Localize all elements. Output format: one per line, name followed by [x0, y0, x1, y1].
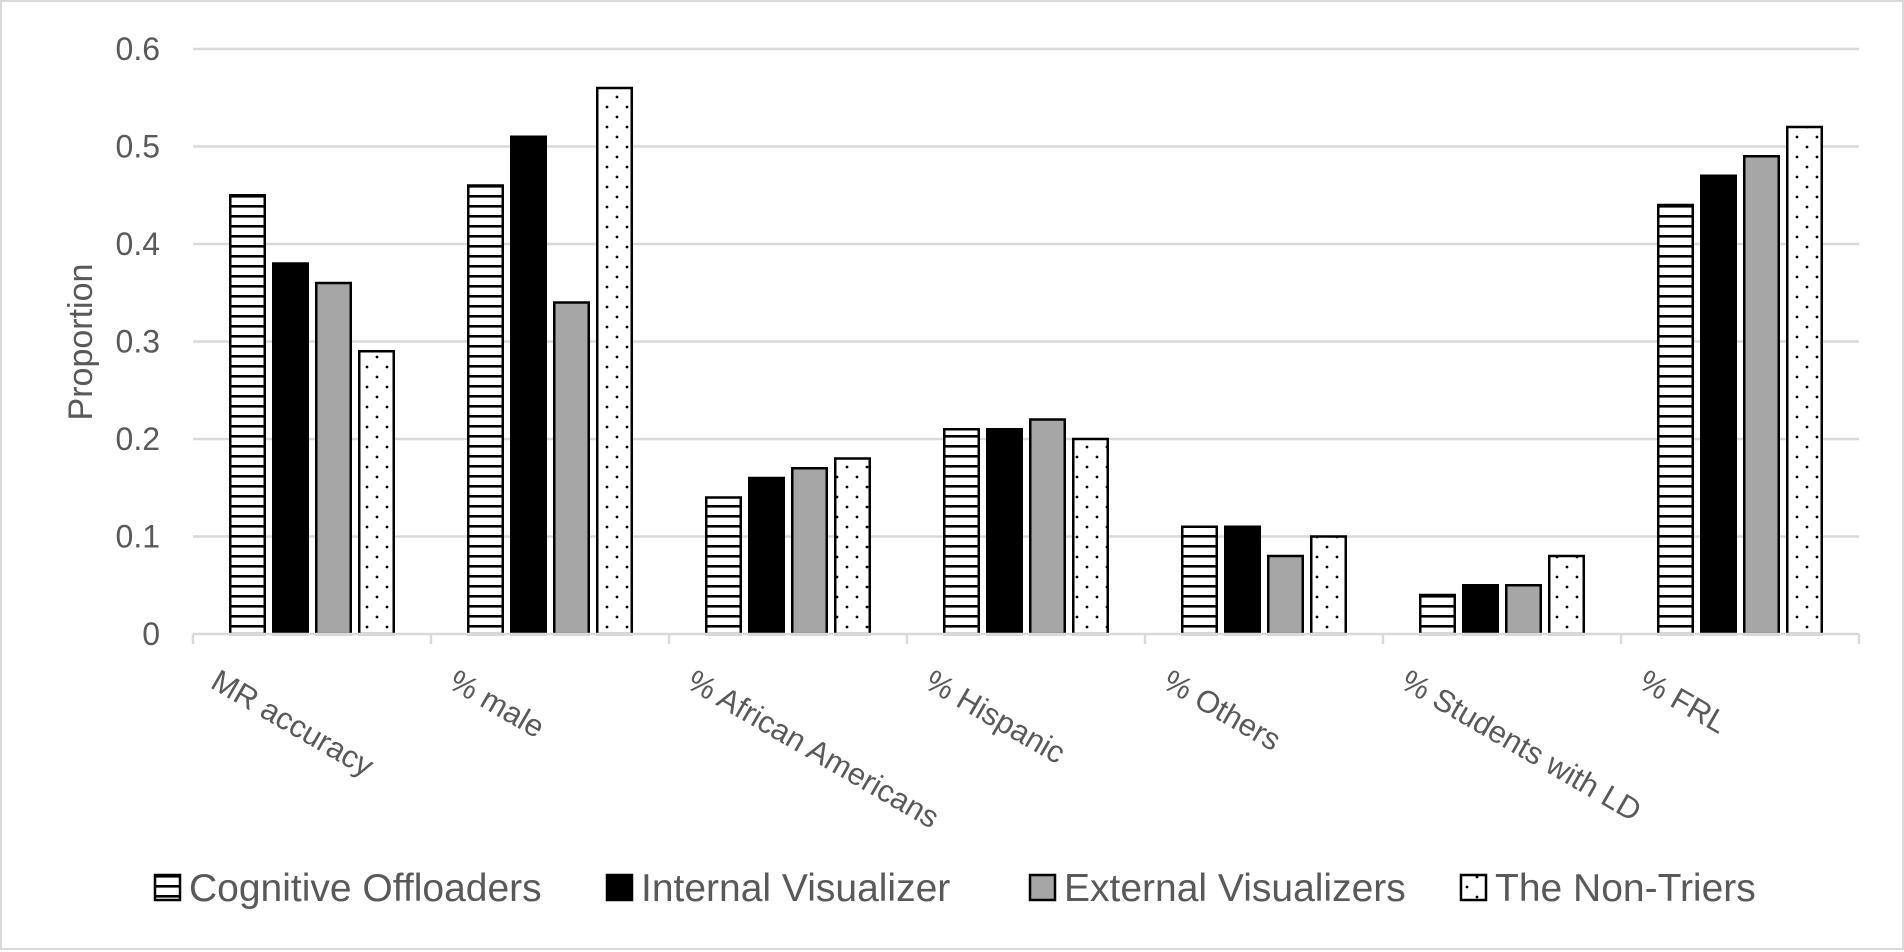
- legend-swatch: [1459, 873, 1488, 902]
- x-axis-category-labels: MR accuracy % male % African Americans% Hi…: [206, 663, 1734, 835]
- legend-label: External Visualizers: [1064, 867, 1406, 910]
- bar: [272, 262, 309, 636]
- y-tick-label: 0.2: [116, 421, 160, 457]
- y-tick-label: 0: [142, 616, 160, 652]
- x-category-label: % Hispanic: [920, 663, 1072, 771]
- bar: [834, 457, 871, 636]
- bar: [1267, 554, 1304, 636]
- bar: [1224, 525, 1261, 636]
- bar: [943, 428, 980, 636]
- bar: [1029, 418, 1066, 636]
- bars: [229, 86, 1823, 636]
- bar: [1786, 125, 1823, 636]
- bar: [467, 184, 504, 636]
- x-category-label: % Others: [1158, 663, 1287, 758]
- y-tick-label: 0.4: [116, 226, 160, 262]
- x-category-label: % FRL: [1634, 663, 1734, 741]
- bar: [553, 301, 590, 636]
- legend: Cognitive Offloaders Internal Visualizer E…: [153, 867, 1756, 910]
- x-category-label: % Students with LD: [1396, 663, 1648, 829]
- bar: [596, 86, 633, 636]
- legend-swatch: [153, 873, 182, 902]
- bar: [1743, 155, 1780, 636]
- x-category-label: % African Americans: [682, 663, 946, 835]
- bar: [1548, 554, 1585, 636]
- bar: [1181, 525, 1218, 636]
- legend-item: The Non-Triers: [1459, 867, 1756, 910]
- bar: [705, 496, 742, 636]
- bar: [1462, 584, 1499, 636]
- gridlines: [193, 47, 1859, 538]
- x-category-label: % male: [444, 663, 551, 745]
- y-tick-label: 0.1: [116, 519, 160, 555]
- bar: [1657, 203, 1694, 636]
- bar: [229, 194, 266, 636]
- bar: [748, 476, 785, 636]
- bar: [315, 281, 352, 636]
- legend-item: External Visualizers: [1028, 867, 1406, 910]
- bar: [1419, 593, 1456, 636]
- x-axis: [191, 632, 1861, 644]
- y-axis-title: Proportion: [62, 264, 100, 421]
- x-category-label: MR accuracy: [206, 663, 381, 784]
- legend-item: Internal Visualizer: [605, 867, 950, 910]
- bar: [986, 428, 1023, 636]
- legend-swatch: [605, 873, 634, 902]
- y-tick-label: 0.3: [116, 324, 160, 360]
- bar: [1505, 584, 1542, 636]
- bar: [791, 467, 828, 636]
- bar: [1072, 437, 1109, 636]
- bar: [1700, 174, 1737, 636]
- bar: [510, 135, 547, 636]
- legend-label: Internal Visualizer: [641, 867, 950, 910]
- legend-swatch: [1028, 873, 1057, 902]
- legend-label: Cognitive Offloaders: [189, 867, 542, 910]
- y-axis-tick-labels: 0 0.1 0.2 0.3 0.4 0.5 0.6: [116, 31, 160, 652]
- bar: [358, 350, 395, 636]
- bar: [1310, 535, 1347, 636]
- y-tick-label: 0.6: [116, 31, 160, 67]
- legend-item: Cognitive Offloaders: [153, 867, 542, 910]
- y-tick-label: 0.5: [116, 129, 160, 165]
- legend-label: The Non-Triers: [1495, 867, 1756, 910]
